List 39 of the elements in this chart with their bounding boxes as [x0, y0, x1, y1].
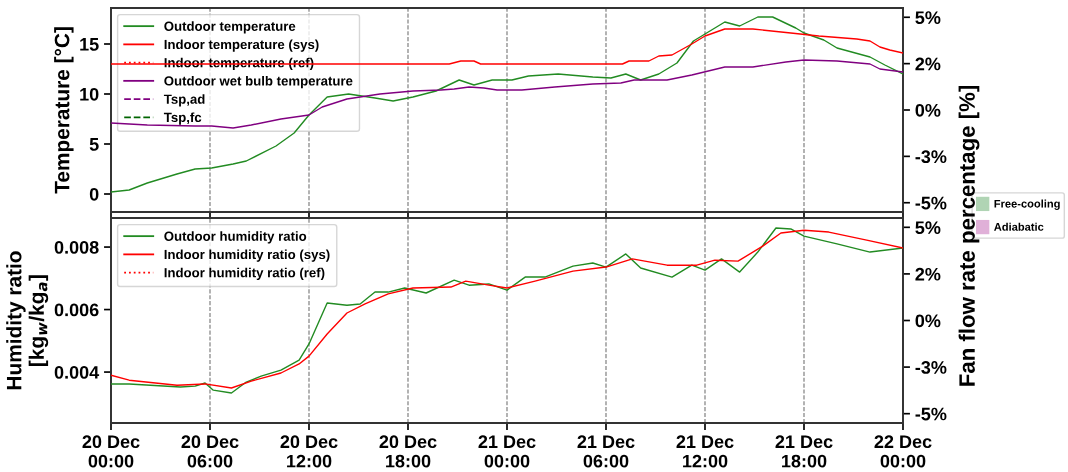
- legend-label: Indoor humidity ratio (sys): [164, 249, 330, 262]
- legend-label: Outdoor wet bulb temperature: [164, 75, 353, 89]
- x-tick-label: 20 Dec 00:00: [82, 435, 140, 468]
- y-axis-title: Humidity ratio [kg$_{w}$/kg$_{a}$]: [6, 251, 49, 390]
- x-tick-label: 20 Dec 18:00: [379, 435, 437, 468]
- y2-tick-label: 2%: [915, 57, 941, 71]
- y-tick-label: 15: [80, 38, 99, 51]
- y2-tick-label: 5%: [915, 11, 941, 24]
- y-tick-label: 0: [89, 187, 99, 201]
- y2-axis-title: Fan flow rate percentage [%]: [958, 85, 980, 386]
- x-tick-label: 21 Dec 06:00: [577, 435, 635, 468]
- y2-tick-label: -3%: [915, 361, 947, 374]
- y2-tick-label: 2%: [915, 267, 941, 281]
- x-tick-label: 20 Dec 06:00: [181, 435, 239, 468]
- legend-label: Outdoor humidity ratio: [164, 231, 307, 244]
- legend-label: Indoor humidity ratio (ref): [164, 267, 325, 280]
- x-tick-label: 22 Dec 00:00: [874, 435, 932, 468]
- legend-label: Adiabatic: [994, 222, 1044, 231]
- y2-tick-label: 0%: [915, 103, 941, 117]
- legend-label: Tsp,ad: [163, 94, 205, 107]
- y2-tick-label: 0%: [915, 314, 941, 328]
- y-tick-label: 0.004: [54, 366, 100, 379]
- y2-tick-label: -5%: [915, 196, 947, 210]
- x-tick-label: 21 Dec 00:00: [478, 435, 536, 468]
- legend-label: Outdoor temperature: [164, 21, 296, 34]
- legend-label: Indoor temperature (sys): [164, 39, 319, 52]
- legend-label: Free-cooling: [994, 199, 1060, 210]
- x-tick-label: 21 Dec 12:00: [676, 435, 734, 468]
- x-tick-label: 20 Dec 12:00: [280, 435, 338, 468]
- y-tick-label: 0.006: [54, 303, 99, 317]
- y-tick-label: 5: [89, 138, 99, 151]
- x-tick-label: 21 Dec 18:00: [775, 435, 833, 468]
- y2-tick-label: -5%: [915, 407, 947, 421]
- y-tick-label: 10: [80, 87, 99, 101]
- y-axis-title: Temperature [°C]: [54, 27, 74, 194]
- y2-tick-label: -3%: [915, 150, 947, 164]
- y-tick-label: 0.008: [54, 241, 99, 254]
- legend-label: Tsp,fc: [163, 112, 202, 125]
- y2-tick-label: 5%: [915, 221, 941, 235]
